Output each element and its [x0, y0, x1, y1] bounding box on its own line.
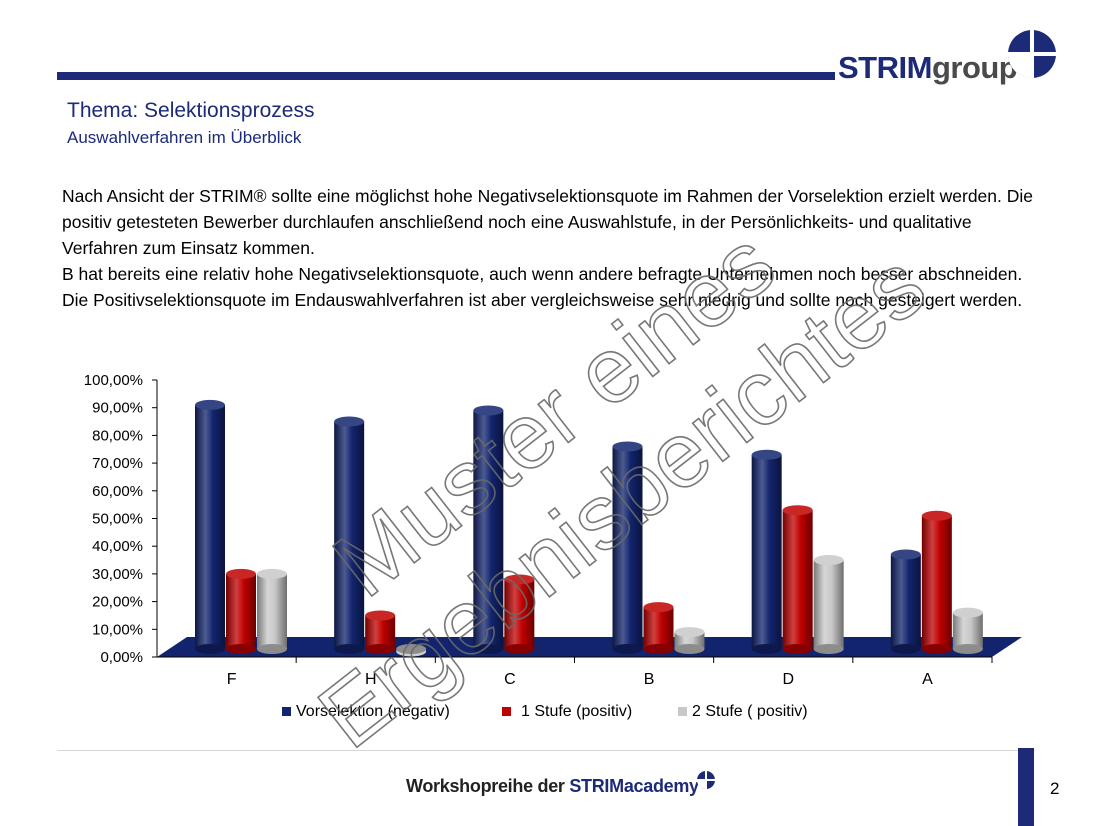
bar-A-2: [952, 612, 983, 649]
bar-base-F-0: [195, 644, 225, 654]
x-category-label: H: [365, 671, 377, 688]
y-tick-label: 80,00%: [92, 427, 143, 444]
legend-swatch-2: [678, 707, 687, 716]
page-number: 2: [1050, 779, 1060, 798]
bar-base-A-0: [890, 644, 921, 654]
x-category-label: F: [227, 671, 237, 688]
legend-swatch-1: [502, 707, 511, 716]
bar-base-A-2: [952, 644, 983, 654]
bar-F-2: [257, 573, 287, 649]
footer-rule: [57, 750, 1035, 751]
body-text: Nach Ansicht der STRIM® sollte eine mögl…: [62, 183, 1052, 313]
y-tick-label: 90,00%: [92, 400, 143, 417]
bar-base-H-1: [365, 644, 396, 654]
bar-cap-F-0: [195, 399, 225, 410]
y-tick-label: 10,00%: [92, 621, 143, 638]
bar-base-F-2: [257, 644, 287, 654]
bar-base-D-0: [751, 644, 782, 654]
bar-base-D-1: [782, 644, 813, 654]
bar-F-0: [195, 404, 225, 649]
bar-F-1: [226, 573, 256, 649]
bar-A-0: [890, 554, 921, 649]
bar-H-0: [334, 421, 365, 649]
bar-B-0: [612, 446, 643, 649]
logo-wordmark: STRIMgroup: [838, 50, 1018, 85]
bar-cap-D-0: [751, 449, 782, 460]
bar-C-1: [504, 579, 535, 649]
bar-H-1: [365, 615, 396, 649]
bar-cap-B-0: [612, 441, 643, 452]
footer-globe-icon: [697, 771, 715, 789]
legend-label-2: 2 Stufe ( positiv): [692, 703, 808, 720]
bar-base-C-0: [473, 644, 504, 654]
bar-cap-B-2: [674, 627, 705, 638]
bar-cap-H-0: [334, 416, 365, 427]
x-category-label: A: [922, 671, 933, 688]
bar-base-B-0: [612, 644, 643, 654]
bar-base-H-0: [334, 644, 365, 654]
slide-title: Thema: Selektionsprozess: [67, 99, 315, 122]
footer-wordmark: Workshopreihe der STRIMacademy: [406, 776, 699, 796]
bar-base-D-2: [813, 644, 844, 654]
y-tick-label: 30,00%: [92, 566, 143, 583]
strimacademy-logo: Workshopreihe der STRIMacademy: [406, 770, 726, 804]
strimgroup-logo: STRIMgroup: [838, 28, 1060, 92]
bar-C-0: [473, 410, 504, 649]
bar-base-C-1: [504, 644, 535, 654]
y-tick-label: 100,00%: [84, 372, 143, 389]
legend-swatch-0: [282, 707, 291, 716]
logo-globe-icon: [1008, 30, 1056, 78]
bar-cap-D-1: [782, 505, 813, 516]
body-paragraph-2: B hat bereits eine relativ hohe Negativs…: [62, 264, 1023, 310]
footer-accent-bar: [1018, 748, 1034, 826]
header-rule: [57, 72, 835, 80]
bar-cap-C-1: [504, 574, 535, 585]
bar-base-B-1: [643, 644, 674, 654]
bar-cap-C-0: [473, 405, 504, 416]
y-tick-label: 70,00%: [92, 455, 143, 472]
y-tick-label: 0,00%: [100, 649, 143, 666]
bar-cap-A-2: [952, 607, 983, 618]
bar-B-1: [643, 607, 674, 649]
bar-cap-A-1: [921, 510, 952, 521]
bar-cap-A-0: [890, 549, 921, 560]
legend-label-1: 1 Stufe (positiv): [521, 703, 632, 720]
y-tick-label: 50,00%: [92, 511, 143, 528]
bar-cap-D-2: [813, 555, 844, 566]
slide-subtitle: Auswahlverfahren im Überblick: [67, 128, 302, 147]
bar-D-2: [813, 560, 844, 649]
selection-bar-chart: 0,00% 10,00% 20,00% 30,00% 40,00% 50,00% 60,00…: [84, 372, 1022, 720]
x-category-label: C: [504, 671, 516, 688]
bar-A-1: [921, 515, 952, 649]
bar-cap-H-1: [365, 610, 396, 621]
legend-label-0: Vorselektion (negativ): [296, 703, 450, 720]
bar-D-0: [751, 454, 782, 649]
y-tick-label: 60,00%: [92, 483, 143, 500]
y-tick-label: 20,00%: [92, 594, 143, 611]
bar-cap-B-1: [643, 602, 674, 613]
y-tick-label: 40,00%: [92, 538, 143, 555]
bar-D-1: [782, 510, 813, 649]
bar-cap-F-2: [257, 568, 287, 579]
bar-base-B-2: [674, 644, 705, 654]
bar-cap-F-1: [226, 568, 256, 579]
x-category-label: D: [782, 671, 794, 688]
x-category-label: B: [644, 671, 655, 688]
body-paragraph-1: Nach Ansicht der STRIM® sollte eine mögl…: [62, 186, 1034, 258]
bar-base-F-1: [226, 644, 256, 654]
bar-base-A-1: [921, 644, 952, 654]
bar-base-H-2: [396, 644, 427, 654]
